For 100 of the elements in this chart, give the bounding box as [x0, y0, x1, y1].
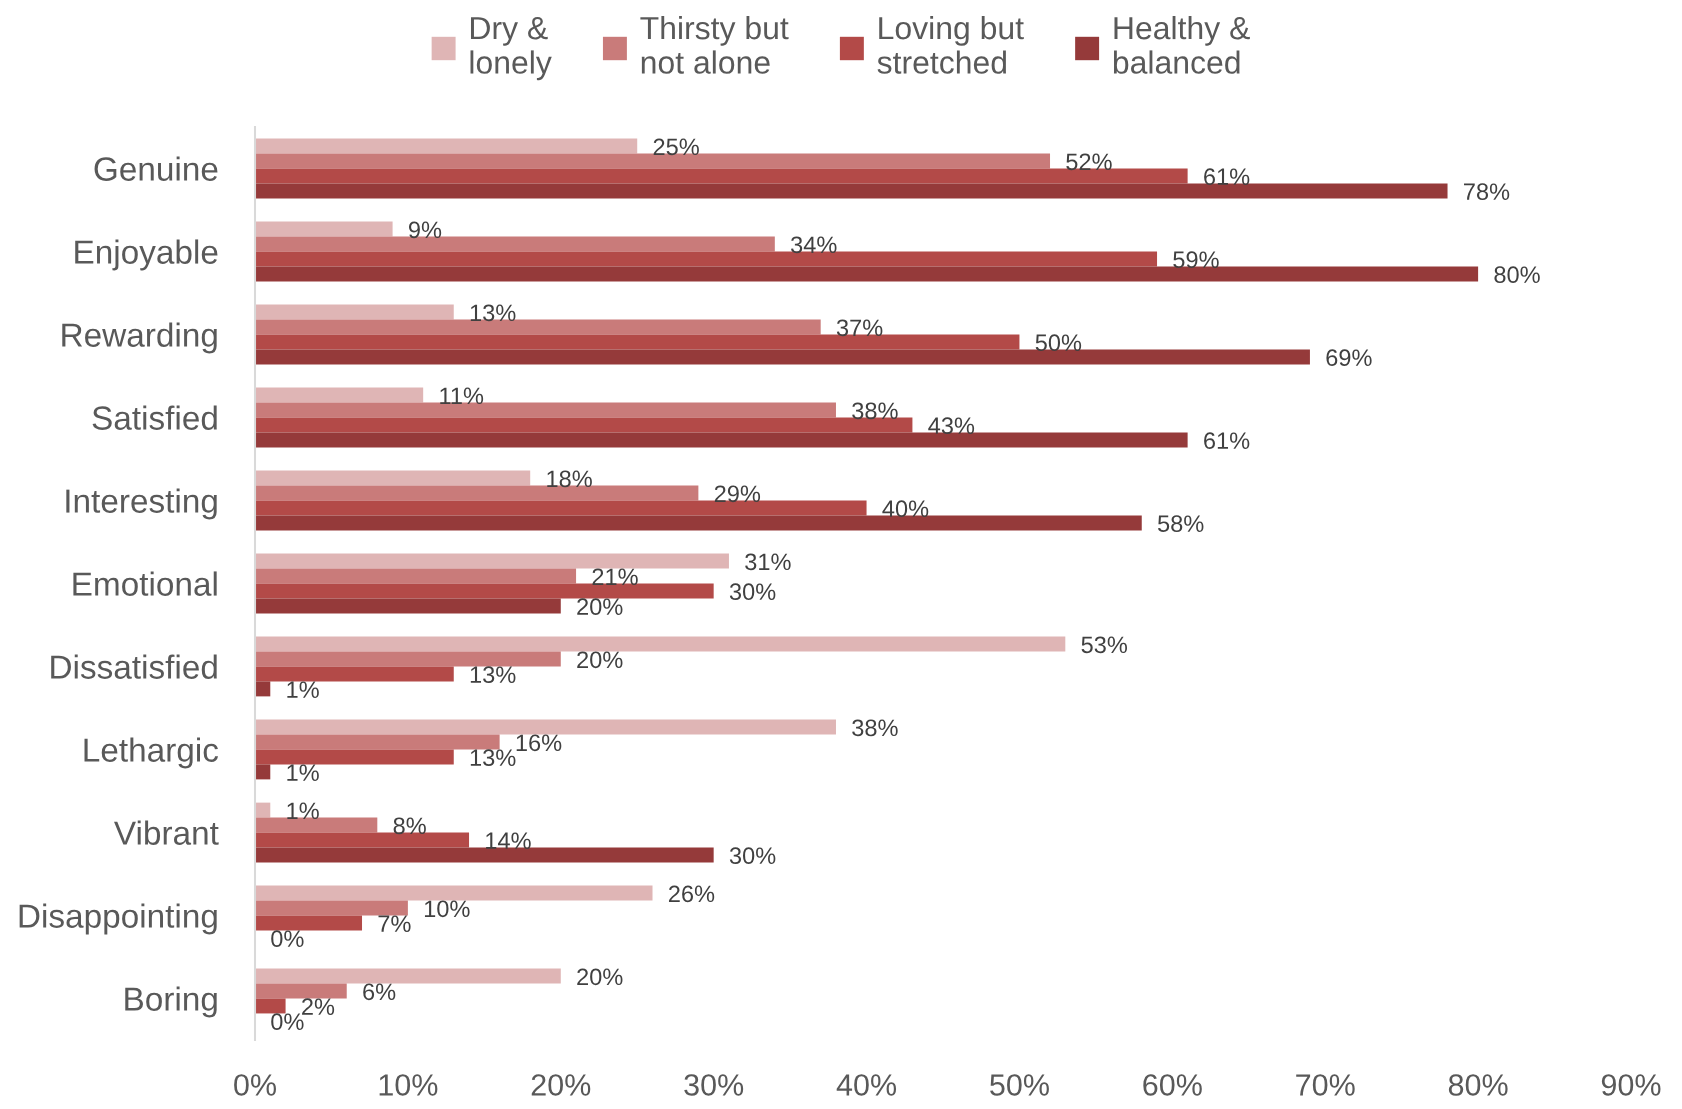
data-label: 11% — [440, 387, 484, 405]
data-label: 29% — [714, 485, 761, 503]
data-label: 10% — [424, 900, 470, 918]
y-tick-label: Dissatisfied — [51, 654, 217, 679]
x-tick-label: 70% — [1296, 1074, 1355, 1096]
data-label: 1% — [287, 802, 319, 820]
data-label: 30% — [729, 583, 776, 601]
data-label: 38% — [852, 402, 898, 420]
legend-label: Thirsty but not alone — [640, 15, 789, 74]
data-label: 30% — [729, 847, 776, 865]
data-label: 40% — [882, 500, 929, 518]
bar — [255, 221, 393, 237]
data-label: 7% — [378, 915, 411, 932]
bar — [255, 266, 1479, 282]
data-label: 61% — [1204, 432, 1250, 450]
bar — [255, 553, 729, 569]
data-label: 18% — [547, 470, 592, 488]
bar — [255, 802, 271, 818]
data-label: 0% — [271, 1013, 304, 1031]
data-label: 80% — [1494, 266, 1540, 284]
x-tick-label: 40% — [836, 1074, 897, 1096]
bar — [255, 515, 1142, 531]
data-label: 61% — [1204, 168, 1250, 186]
data-label: 2% — [302, 998, 335, 1015]
bar — [255, 651, 561, 667]
x-tick-label: 60% — [1143, 1074, 1202, 1096]
x-tick-label: 10% — [379, 1074, 438, 1096]
data-label: 38% — [852, 719, 898, 737]
bar — [255, 900, 408, 916]
x-tick-label: 20% — [531, 1074, 591, 1096]
y-tick-label: Vibrant — [114, 820, 219, 845]
legend-label: Loving but stretched — [877, 15, 1024, 74]
data-label: 13% — [470, 304, 516, 322]
bar — [255, 885, 653, 901]
bar — [255, 598, 561, 614]
bar — [255, 983, 347, 999]
data-label: 58% — [1157, 515, 1204, 533]
y-tick-label: Interesting — [66, 488, 217, 520]
data-label: 25% — [653, 138, 699, 156]
data-label: 6% — [363, 983, 396, 1001]
x-tick-label: 50% — [990, 1074, 1049, 1096]
data-label: 14% — [486, 832, 531, 849]
bar — [255, 666, 454, 682]
data-label: 34% — [791, 236, 837, 254]
bar — [255, 734, 500, 750]
data-label: 43% — [928, 417, 975, 435]
data-label: 13% — [470, 666, 516, 684]
x-tick-label: 90% — [1601, 1074, 1661, 1096]
bar — [255, 968, 561, 984]
bar — [255, 470, 531, 486]
y-tick-label: Rewarding — [62, 322, 217, 354]
y-tick-label: Disappointing — [19, 903, 217, 935]
data-label: 20% — [577, 968, 623, 986]
bar — [255, 915, 363, 931]
bar — [255, 304, 454, 320]
bar — [255, 764, 271, 780]
bar — [255, 719, 836, 735]
data-label: 16% — [516, 734, 562, 752]
bar — [255, 387, 424, 403]
bar — [255, 568, 577, 584]
data-label: 0% — [271, 930, 304, 948]
bar — [255, 432, 1188, 448]
x-tick-label: 30% — [684, 1074, 744, 1096]
x-tick-label: 0% — [234, 1074, 276, 1096]
data-label: 50% — [1035, 334, 1082, 352]
y-tick-label: Genuine — [94, 156, 218, 181]
y-tick-label: Satisfied — [92, 405, 217, 430]
data-label: 37% — [836, 319, 883, 337]
bar — [255, 847, 714, 863]
bar — [255, 749, 454, 765]
data-label: 1% — [287, 764, 319, 781]
x-tick-label: 80% — [1448, 1074, 1508, 1096]
bar — [255, 183, 1448, 199]
data-label: 26% — [668, 885, 715, 903]
y-tick-label: Boring — [125, 986, 217, 1018]
data-label: 20% — [577, 598, 623, 616]
y-tick-label: Enjoyable — [75, 239, 218, 271]
y-tick-label: Lethargic — [84, 737, 219, 769]
bar — [255, 681, 271, 697]
data-label: 78% — [1464, 183, 1510, 201]
legend-label: Dry & lonely — [470, 17, 552, 81]
data-label: 69% — [1326, 349, 1372, 367]
data-label: 8% — [393, 817, 426, 835]
y-tick-label: Emotional — [73, 571, 217, 596]
data-label: 20% — [577, 651, 623, 669]
data-label: 31% — [745, 553, 791, 571]
data-label: 21% — [592, 568, 638, 586]
bar — [255, 636, 1066, 652]
data-label: 53% — [1081, 636, 1128, 654]
bar — [255, 583, 714, 599]
data-label: 59% — [1173, 251, 1219, 269]
bar — [255, 817, 378, 833]
bar — [255, 138, 638, 154]
bar — [255, 349, 1310, 365]
bar — [255, 402, 836, 418]
data-label: 1% — [287, 681, 319, 698]
bar — [255, 500, 867, 516]
data-label: 52% — [1066, 153, 1112, 171]
data-label: 13% — [470, 749, 516, 767]
data-label: 9% — [408, 221, 442, 239]
